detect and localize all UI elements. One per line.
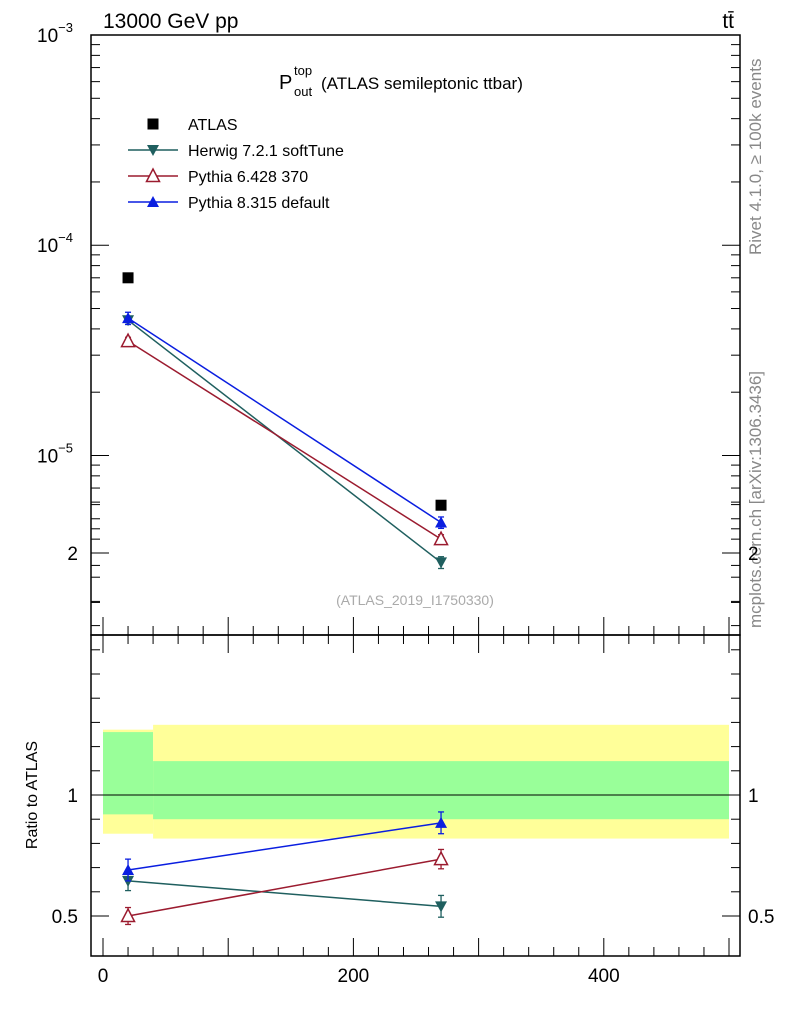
ratio-y-axis-label: Ratio to ATLAS <box>24 741 41 849</box>
main-y-ticks <box>91 34 740 603</box>
legend-item-herwig: Herwig 7.2.1 softTune <box>128 143 344 160</box>
main-y-tick-base: 10 <box>37 446 58 467</box>
x-tick-label: 0 <box>98 966 109 987</box>
ratio-ticks <box>91 504 740 956</box>
plot-title-prefix: P <box>279 72 292 94</box>
x-tick-label: 400 <box>588 966 620 987</box>
legend-label-herwig: Herwig 7.2.1 softTune <box>188 143 344 160</box>
ratio-y-tick-labels: 0.5 0.5 1 1 2 2 <box>52 544 775 928</box>
legend-label-atlas: ATLAS <box>188 117 238 134</box>
ratio-band-inner <box>153 761 729 820</box>
ratio-bands <box>103 724 729 839</box>
ratio-y-tick-label: 1 <box>67 786 78 807</box>
series-line-herwig <box>127 319 442 564</box>
point-pythia6 <box>433 530 449 546</box>
ratio-series <box>120 811 449 926</box>
legend: ATLAS Herwig 7.2.1 softTune Pythia 6.428 3… <box>128 117 344 212</box>
legend-marker-pythia8 <box>147 196 159 207</box>
main-y-tick-exponent: −4 <box>58 230 73 245</box>
ratio-point-pythia8 <box>435 816 448 828</box>
legend-label-pythia6: Pythia 6.428 370 <box>188 169 308 186</box>
ratio-point-pythia6 <box>120 907 136 923</box>
legend-item-atlas: ATLAS <box>147 117 238 134</box>
main-panel: 10−310−410−5 P top out (ATLAS semilepton… <box>37 20 741 636</box>
point-atlas <box>122 272 134 284</box>
rivet-label: Rivet 4.1.0, ≥ 100k events <box>746 59 765 255</box>
ratio-series-pythia6 <box>120 848 449 926</box>
ratio-line-herwig <box>127 880 442 908</box>
ratio-point-pythia8 <box>122 864 135 876</box>
legend-marker-atlas <box>147 118 159 130</box>
ratio-line-pythia6 <box>127 858 442 917</box>
ratio-series-pythia8 <box>122 811 448 882</box>
ratio-line-pythia8 <box>127 822 442 871</box>
ratio-band-inner <box>103 732 154 815</box>
point-pythia8 <box>435 516 448 528</box>
point-pythia8 <box>122 312 135 324</box>
ratio-y-tick-label-right: 2 <box>748 544 759 565</box>
plot-title-sub: out <box>294 84 312 99</box>
point-herwig <box>435 557 448 569</box>
ratio-point-pythia6 <box>433 850 449 866</box>
plot-title: P <box>279 72 292 94</box>
series-line-pythia8 <box>127 317 442 524</box>
series-pythia8 <box>122 311 448 530</box>
series-atlas <box>122 272 447 511</box>
legend-item-pythia8: Pythia 8.315 default <box>128 195 330 212</box>
main-y-tick-labels: 10−310−410−5 <box>37 20 73 467</box>
ratio-series-herwig <box>122 870 448 918</box>
header-left: 13000 GeV pp <box>103 10 238 33</box>
legend-marker-pythia6 <box>145 167 161 183</box>
ratio-x-tick-labels: 0 200 400 <box>98 966 620 987</box>
point-atlas <box>435 499 447 511</box>
analysis-id: (ATLAS_2019_I1750330) <box>336 592 494 608</box>
ratio-point-herwig <box>435 901 448 913</box>
ratio-y-tick-label-right: 1 <box>748 786 759 807</box>
ratio-panel: 0.5 0.5 1 1 2 2 0 200 400 Ratio to ATLAS <box>24 504 775 987</box>
ratio-y-tick-label: 0.5 <box>52 907 78 928</box>
plot-title-sup: top <box>294 63 312 78</box>
legend-marker-herwig <box>147 145 159 156</box>
main-y-tick-exponent: −3 <box>58 20 73 35</box>
ratio-y-tick-label-right: 0.5 <box>748 907 774 928</box>
x-tick-label: 200 <box>338 966 370 987</box>
main-series <box>120 272 449 570</box>
legend-item-pythia6: Pythia 6.428 370 <box>128 167 308 186</box>
series-herwig <box>122 315 448 570</box>
main-y-tick-exponent: −5 <box>58 440 73 455</box>
main-y-tick-label: 10−4 <box>37 230 73 257</box>
main-y-tick-base: 10 <box>37 26 58 47</box>
ratio-y-tick-label: 2 <box>67 544 78 565</box>
main-y-tick-base: 10 <box>37 236 58 257</box>
legend-label-pythia8: Pythia 8.315 default <box>188 195 330 212</box>
series-pythia6 <box>120 332 449 546</box>
main-y-tick-label: 10−3 <box>37 20 73 47</box>
point-pythia6 <box>120 332 136 348</box>
ratio-frame <box>90 634 741 957</box>
header-right: tt̄ <box>722 10 734 33</box>
plot-title-suffix: (ATLAS semileptonic ttbar) <box>321 74 523 93</box>
main-y-tick-label: 10−5 <box>37 440 73 467</box>
series-line-pythia6 <box>127 340 442 540</box>
mcplots-label: mcplots.cern.ch [arXiv:1306.3436] <box>746 371 765 628</box>
